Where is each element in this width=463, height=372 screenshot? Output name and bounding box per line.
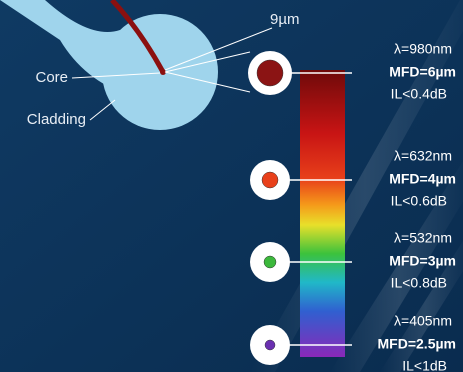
wavelength: λ=405nm xyxy=(394,313,452,329)
mode-spot xyxy=(257,60,283,86)
mfd: MFD=2.5µm xyxy=(378,336,456,352)
mode-spot xyxy=(265,340,275,350)
insertion-loss: IL<1dB xyxy=(402,358,447,372)
mode-spot xyxy=(264,256,276,268)
mode-spot xyxy=(262,172,278,188)
wavelength: λ=632nm xyxy=(394,148,452,164)
core-label: Core xyxy=(35,69,68,86)
insertion-loss: IL<0.8dB xyxy=(391,275,447,291)
wavelength: λ=980nm xyxy=(394,41,452,57)
mfd: MFD=3µm xyxy=(389,253,456,269)
spectrum-bar xyxy=(300,70,345,357)
cladding-label: Cladding xyxy=(27,111,86,128)
insertion-loss: IL<0.6dB xyxy=(391,193,447,209)
mfd: MFD=4µm xyxy=(389,171,456,187)
wavelength: λ=532nm xyxy=(394,230,452,246)
diagram: 9µm Core Cladding λ=980nm MFD=6µm IL<0.4dB… xyxy=(0,0,463,372)
core-size-label: 9µm xyxy=(270,11,299,28)
mfd: MFD=6µm xyxy=(389,64,456,80)
insertion-loss: IL<0.4dB xyxy=(391,86,447,102)
